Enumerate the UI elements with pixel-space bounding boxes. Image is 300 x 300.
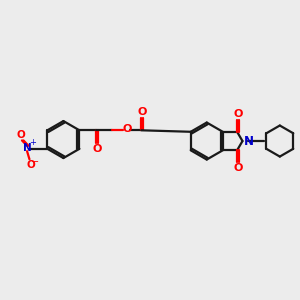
Text: N: N bbox=[244, 134, 254, 148]
Text: O: O bbox=[137, 107, 147, 117]
Text: O: O bbox=[122, 124, 132, 134]
Text: O: O bbox=[27, 160, 36, 170]
Text: O: O bbox=[16, 130, 25, 140]
Text: −: − bbox=[32, 157, 40, 166]
Text: O: O bbox=[92, 144, 101, 154]
Text: N: N bbox=[23, 143, 32, 153]
Text: O: O bbox=[233, 163, 243, 173]
Text: +: + bbox=[30, 138, 37, 147]
Text: O: O bbox=[233, 109, 243, 119]
